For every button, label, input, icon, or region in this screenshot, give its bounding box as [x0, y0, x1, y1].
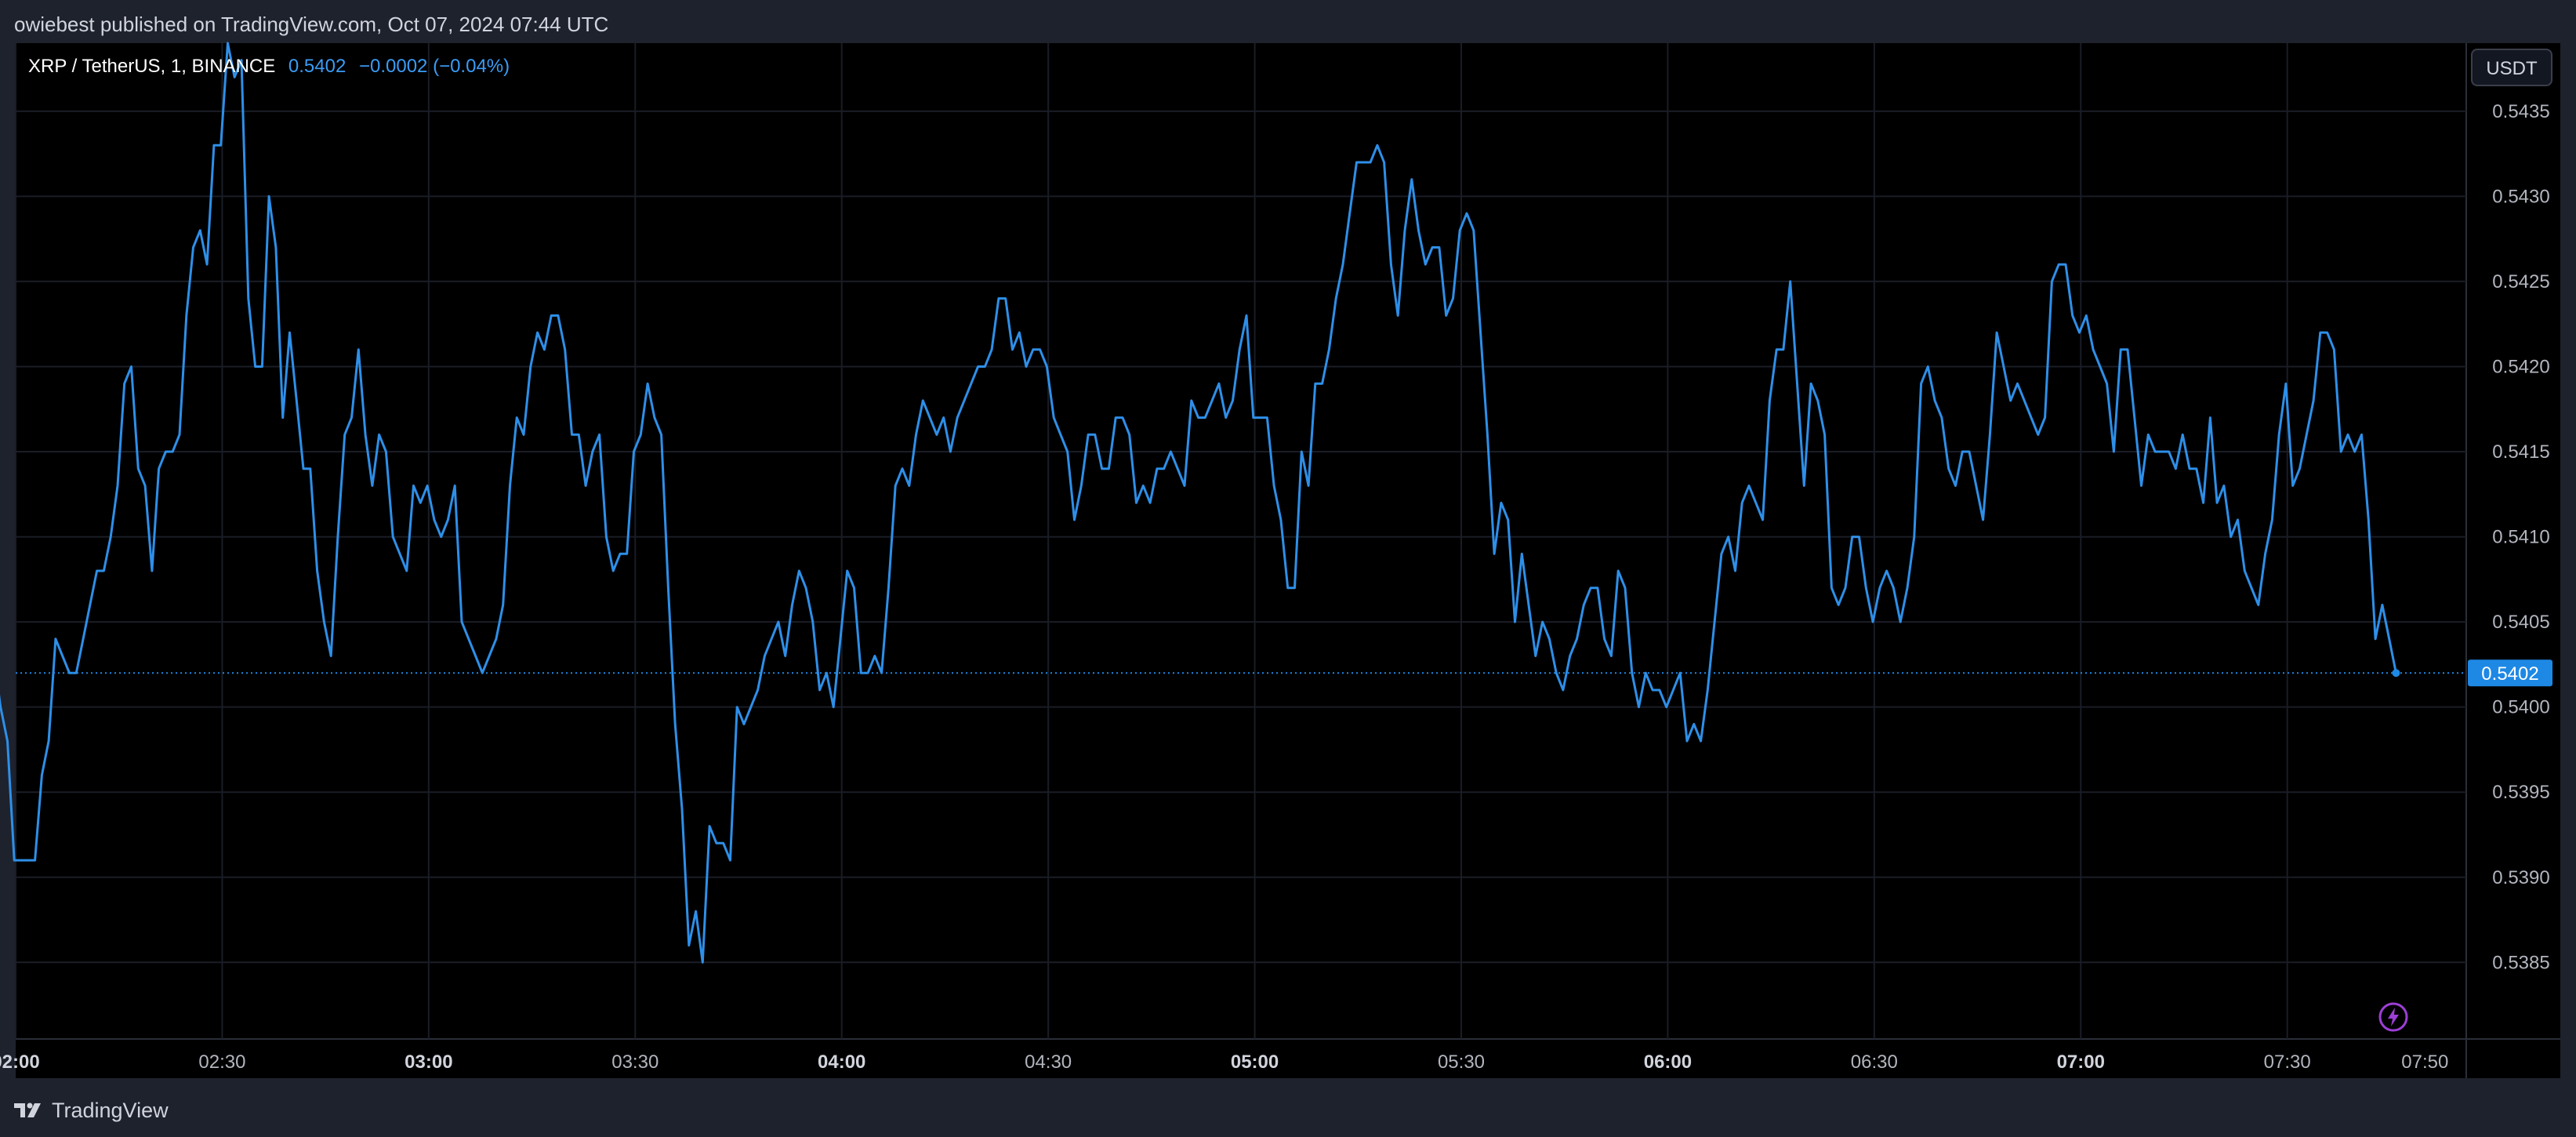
price-tick-label: 0.5390	[2492, 867, 2549, 888]
tradingview-logo-icon	[14, 1102, 41, 1117]
time-axis-labels: 02:00 02:30 03:00 03:30 04:00 04:30 05:00 05:30…	[0, 1052, 2448, 1073]
price-tick-label: 0.5430	[2492, 186, 2549, 207]
legend-price: 0.5402	[288, 56, 346, 77]
currency-button[interactable]: USDT	[2471, 49, 2552, 86]
time-tick-label: 02:30	[198, 1052, 245, 1073]
price-axis-background	[2466, 43, 2560, 1039]
time-tick-label: 03:30	[611, 1052, 659, 1073]
price-tick-label: 0.5425	[2492, 271, 2549, 292]
published-by-text: owiebest published on TradingView.com, O…	[14, 13, 609, 36]
time-tick-label: 05:00	[1231, 1052, 1279, 1073]
price-axis-labels: 0.5385 0.5390 0.5395 0.5400 0.5405 0.5410 0.54…	[2492, 101, 2549, 973]
symbol-legend[interactable]: XRP / TetherUS, 1, BINANCE 0.5402 −0.000…	[28, 53, 510, 80]
time-tick-label: 07:00	[2057, 1052, 2105, 1073]
time-tick-label: 05:30	[1438, 1052, 1485, 1073]
last-price-label-box	[2468, 659, 2552, 687]
time-tick-label: 07:30	[2264, 1052, 2311, 1073]
price-line-layer	[0, 42, 2397, 964]
grid-lines	[15, 43, 2466, 1039]
brand-name: TradingView	[52, 1098, 169, 1122]
time-tick-label: 02:00	[0, 1052, 40, 1073]
time-tick-label: 03:00	[405, 1052, 452, 1073]
price-tick-label: 0.5415	[2492, 441, 2549, 463]
lightning-icon[interactable]	[2377, 1001, 2410, 1033]
price-tick-label: 0.5385	[2492, 952, 2549, 973]
price-series-line	[0, 42, 2397, 964]
last-price-dot	[2392, 669, 2400, 677]
chart-pane-background	[16, 43, 2466, 1039]
legend-change: −0.0002 (−0.04%)	[358, 56, 510, 77]
time-tick-label: 06:00	[1644, 1052, 1692, 1073]
symbol-name[interactable]: XRP / TetherUS, 1, BINANCE	[28, 56, 276, 77]
tradingview-brand[interactable]: TradingView	[14, 1095, 169, 1126]
price-tick-label: 0.5400	[2492, 697, 2549, 718]
price-tick-label: 0.5405	[2492, 612, 2549, 633]
time-tick-label: 07:50	[2401, 1052, 2448, 1073]
last-price-marker: 0.5402	[16, 659, 2552, 687]
price-tick-label: 0.5420	[2492, 356, 2549, 377]
price-tick-label: 0.5410	[2492, 527, 2549, 548]
last-price-label: 0.5402	[2481, 663, 2538, 685]
time-tick-label: 06:30	[1851, 1052, 1898, 1073]
price-tick-label: 0.5435	[2492, 101, 2549, 122]
price-tick-label: 0.5395	[2492, 782, 2549, 803]
time-tick-label: 04:30	[1025, 1052, 1072, 1073]
time-tick-label: 04:00	[818, 1052, 865, 1073]
time-axis-background	[16, 1039, 2560, 1078]
